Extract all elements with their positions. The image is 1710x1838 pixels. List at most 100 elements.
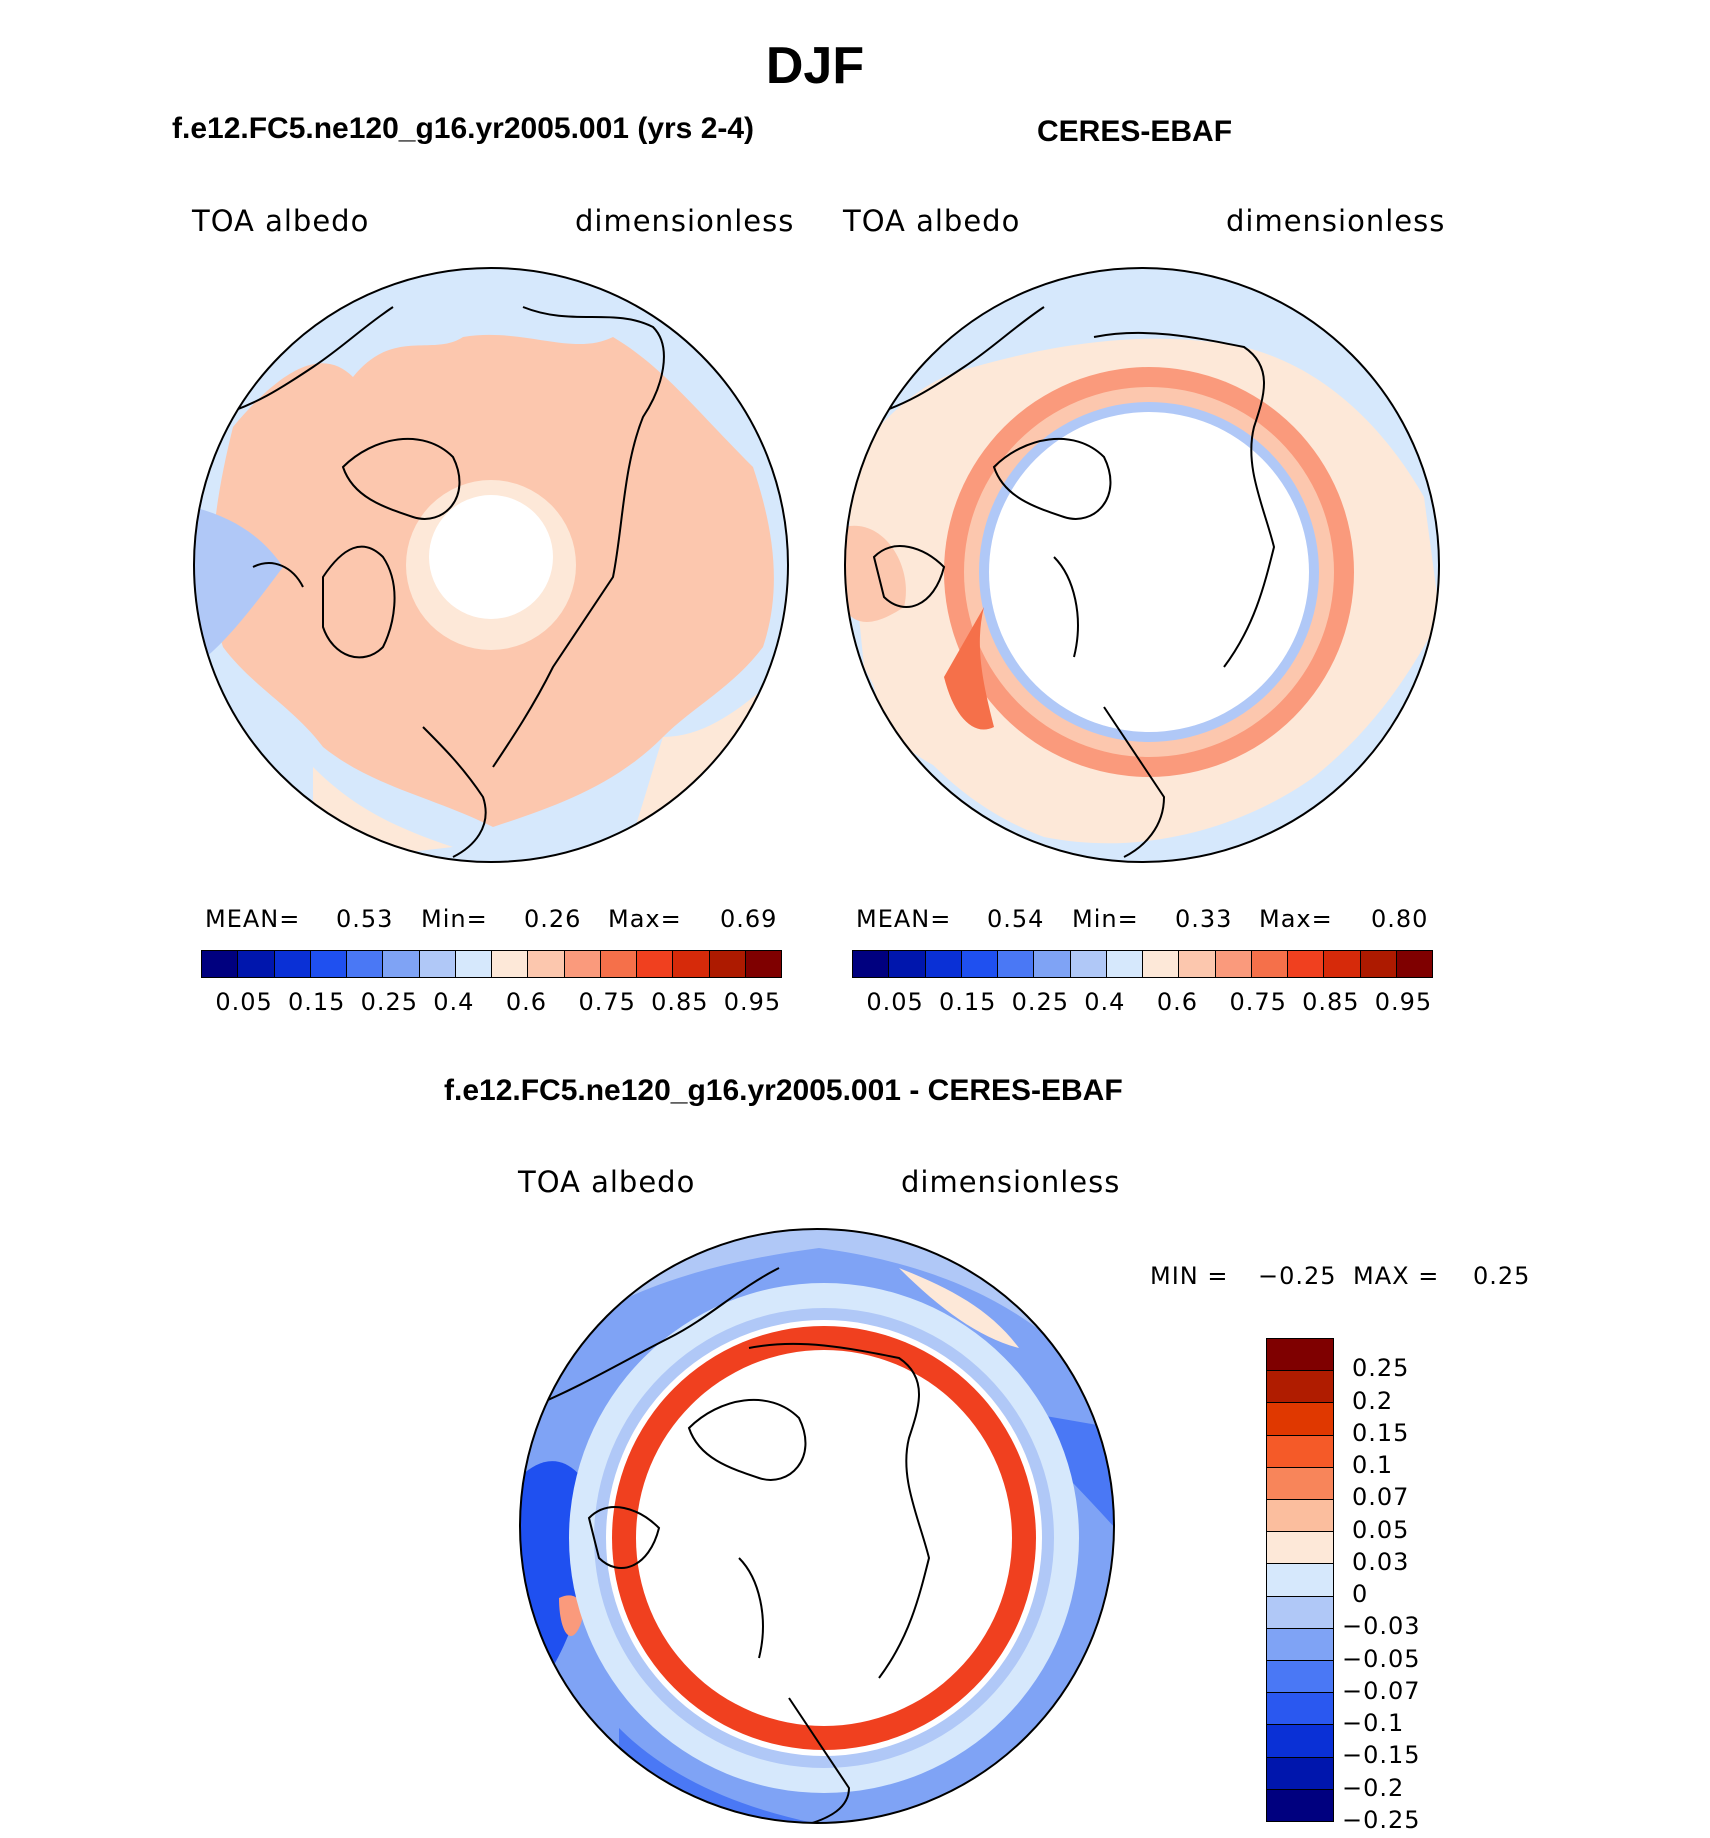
colorbar-swatch — [1215, 951, 1252, 977]
figure-title: DJF — [765, 37, 865, 95]
colorbar-tick-label: 0.07 — [1352, 1483, 1410, 1512]
diff-panel-title: f.e12.FC5.ne120_g16.yr2005.001 - CERES-E… — [444, 1074, 1123, 1107]
colorbar-tick-label: 0.85 — [1302, 988, 1360, 1016]
colorbar-swatch — [1267, 1693, 1333, 1726]
colorbar-swatch — [1267, 1596, 1333, 1629]
colorbar-swatch — [1143, 951, 1180, 977]
diff-polar-map — [519, 1228, 1115, 1824]
diff-min-label: MIN = — [1150, 1262, 1229, 1290]
colorbar-swatch — [853, 951, 890, 977]
colorbar-swatch — [347, 951, 384, 977]
colorbar-swatch — [1267, 1789, 1333, 1822]
panel-2-units: dimensionless — [1226, 204, 1446, 238]
colorbar-swatch — [1267, 1339, 1333, 1372]
panel-2-colorbar — [852, 950, 1433, 978]
colorbar-tick-label: 0.95 — [723, 988, 782, 1016]
colorbar-swatch — [492, 951, 529, 977]
panel-1-polar-map — [193, 267, 789, 863]
colorbar-swatch — [1267, 1371, 1333, 1404]
colorbar-swatch — [274, 951, 311, 977]
colorbar-swatch — [1179, 951, 1216, 977]
colorbar-tick-label: −0.07 — [1342, 1676, 1421, 1705]
colorbar-tick-label: 0.4 — [433, 988, 475, 1016]
colorbar-swatch — [1267, 1661, 1333, 1694]
panel-2-polar-map — [844, 267, 1440, 863]
colorbar-swatch — [1360, 951, 1397, 977]
panel-1-max-label: Max= — [608, 905, 682, 933]
colorbar-swatch — [1267, 1628, 1333, 1662]
diff-colorbar — [1266, 1338, 1334, 1822]
panel-2-min-value: 0.33 — [1175, 905, 1233, 933]
colorbar-tick-label: 0.75 — [1229, 988, 1287, 1016]
colorbar-swatch — [238, 951, 275, 977]
panel-1-mean-label: MEAN= — [205, 905, 301, 933]
colorbar-tick-label: 0.6 — [1156, 988, 1198, 1016]
colorbar-tick-label: 0.15 — [1352, 1418, 1410, 1447]
colorbar-tick-label: −0.2 — [1342, 1773, 1405, 1802]
colorbar-swatch — [745, 951, 781, 977]
panel-2-max-label: Max= — [1259, 905, 1333, 933]
colorbar-tick-label: 0.25 — [1011, 988, 1069, 1016]
colorbar-tick-label: 0.75 — [578, 988, 636, 1016]
colorbar-swatch — [637, 951, 674, 977]
colorbar-swatch — [961, 951, 998, 977]
colorbar-tick-label: 0.15 — [938, 988, 997, 1016]
panel-1-mean-value: 0.53 — [336, 905, 394, 933]
colorbar-swatch — [310, 951, 347, 977]
colorbar-swatch — [1267, 1725, 1333, 1758]
colorbar-swatch — [202, 951, 239, 977]
colorbar-swatch — [1267, 1500, 1333, 1533]
colorbar-swatch — [455, 951, 492, 977]
colorbar-tick-label: 0.05 — [215, 988, 273, 1016]
colorbar-tick-label: 0.1 — [1352, 1451, 1394, 1480]
colorbar-swatch — [673, 951, 710, 977]
colorbar-swatch — [1106, 951, 1143, 977]
diff-panel-variable: TOA albedo — [518, 1165, 696, 1199]
colorbar-tick-label: −0.03 — [1342, 1612, 1421, 1641]
panel-2-min-label: Min= — [1072, 905, 1139, 933]
colorbar-tick-label: −0.1 — [1342, 1709, 1405, 1738]
panel-1-max-value: 0.69 — [720, 905, 778, 933]
colorbar-swatch — [1267, 1532, 1333, 1565]
colorbar-tick-label: 0.4 — [1084, 988, 1126, 1016]
colorbar-tick-label: 0.6 — [505, 988, 547, 1016]
colorbar-tick-label: 0.25 — [360, 988, 418, 1016]
colorbar-swatch — [925, 951, 962, 977]
colorbar-swatch — [1324, 951, 1361, 977]
colorbar-tick-label: 0.25 — [1352, 1354, 1410, 1383]
colorbar-swatch — [1267, 1757, 1333, 1790]
diff-max-value: 0.25 — [1473, 1262, 1531, 1290]
colorbar-swatch — [1267, 1467, 1333, 1501]
colorbar-swatch — [998, 951, 1035, 977]
colorbar-swatch — [600, 951, 637, 977]
panel-1-min-label: Min= — [421, 905, 488, 933]
panel-2-variable: TOA albedo — [843, 204, 1021, 238]
panel-1-variable: TOA albedo — [192, 204, 370, 238]
colorbar-tick-label: −0.15 — [1342, 1741, 1421, 1770]
colorbar-tick-label: 0.85 — [651, 988, 709, 1016]
colorbar-tick-label: 0.05 — [1352, 1515, 1410, 1544]
colorbar-tick-label: −0.25 — [1342, 1806, 1421, 1834]
colorbar-swatch — [419, 951, 456, 977]
colorbar-swatch — [1267, 1435, 1333, 1468]
colorbar-swatch — [1034, 951, 1071, 977]
panel-2-title: CERES-EBAF — [1037, 115, 1233, 148]
colorbar-swatch — [564, 951, 601, 977]
panel-1-min-value: 0.26 — [524, 905, 582, 933]
panel-1-colorbar — [201, 950, 782, 978]
diff-panel-units: dimensionless — [901, 1165, 1121, 1199]
colorbar-swatch — [1267, 1403, 1333, 1436]
colorbar-tick-label: 0.95 — [1374, 988, 1433, 1016]
colorbar-swatch — [528, 951, 565, 977]
colorbar-tick-label: 0.15 — [287, 988, 346, 1016]
panel-2-mean-value: 0.54 — [987, 905, 1045, 933]
panel-1-units: dimensionless — [575, 204, 795, 238]
colorbar-tick-label: 0.05 — [866, 988, 924, 1016]
colorbar-swatch — [1267, 1564, 1333, 1597]
colorbar-tick-label: 0.03 — [1352, 1547, 1410, 1576]
colorbar-swatch — [889, 951, 926, 977]
colorbar-swatch — [1251, 951, 1288, 977]
colorbar-swatch — [383, 951, 420, 977]
panel-1-title: f.e12.FC5.ne120_g16.yr2005.001 (yrs 2-4) — [172, 112, 755, 145]
diff-max-label: MAX = — [1353, 1262, 1440, 1290]
